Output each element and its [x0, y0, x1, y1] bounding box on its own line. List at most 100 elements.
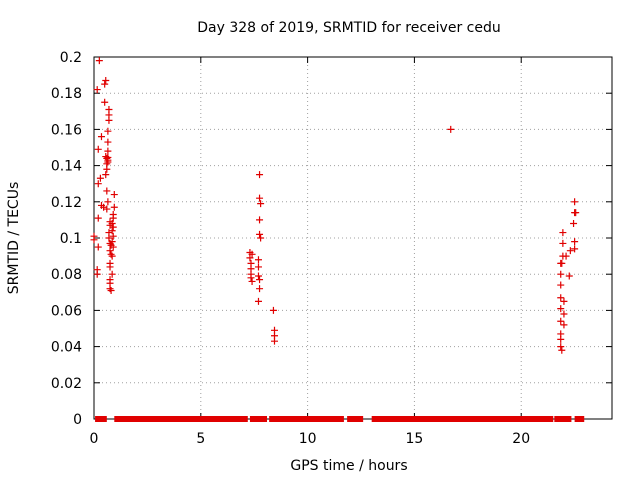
y-tick-label: 0.2 [60, 50, 82, 66]
data-point [106, 285, 114, 293]
y-axis-label: SRMTID / TECUs [6, 182, 22, 295]
data-point [270, 337, 278, 345]
data-point [557, 270, 565, 278]
zero-point-run [269, 416, 344, 422]
data-point [101, 98, 109, 106]
data-point [93, 86, 101, 94]
zero-point-run [554, 416, 572, 422]
x-tick-label: 15 [405, 431, 423, 447]
data-point [105, 105, 113, 113]
data-point [108, 220, 116, 228]
data-point [107, 286, 115, 294]
data-point [558, 346, 566, 354]
data-point [257, 234, 265, 242]
data-point [557, 343, 565, 351]
chart-title: Day 328 of 2019, SRMTID for receiver ced… [197, 20, 500, 36]
y-tick-label: 0.06 [51, 303, 82, 319]
x-tick-label: 0 [90, 431, 99, 447]
data-points [90, 57, 580, 354]
data-point [108, 238, 116, 246]
y-tick-label: 0.14 [51, 159, 82, 175]
data-point [94, 214, 102, 222]
data-point [104, 198, 112, 206]
data-point [94, 145, 102, 153]
y-tick-label: 0.18 [51, 86, 82, 102]
data-point [559, 229, 567, 237]
data-point [97, 133, 105, 141]
data-point [566, 247, 574, 255]
zero-value-run [95, 416, 585, 422]
data-point [108, 270, 116, 278]
data-point [254, 263, 262, 271]
data-point [571, 245, 579, 253]
zero-point-run [95, 416, 106, 422]
data-point [256, 285, 264, 293]
data-point [562, 252, 570, 260]
data-point [557, 281, 565, 289]
data-point [105, 234, 113, 242]
x-tick-label: 5 [196, 431, 205, 447]
data-point [106, 263, 114, 271]
data-point [256, 230, 264, 238]
data-point [558, 259, 566, 267]
y-tick-label: 0.1 [60, 231, 82, 247]
data-point [90, 236, 98, 244]
data-point [257, 200, 265, 208]
data-point [104, 138, 112, 146]
data-point [247, 274, 255, 282]
data-point [559, 239, 567, 247]
zero-point-run [371, 416, 554, 422]
data-point [94, 180, 102, 188]
data-point [107, 250, 115, 258]
data-point [571, 238, 579, 246]
data-point [256, 216, 264, 224]
data-point [109, 214, 117, 222]
data-point [96, 174, 104, 182]
y-tick-label: 0.16 [51, 122, 82, 138]
data-point [565, 272, 573, 280]
x-axis-label: GPS time / hours [290, 458, 407, 474]
data-point [254, 297, 262, 305]
data-point [110, 203, 118, 211]
data-point [254, 256, 262, 264]
zero-point-run [104, 416, 107, 422]
y-tick-label: 0.04 [51, 340, 82, 356]
grid-lines [94, 57, 612, 419]
data-point [103, 187, 111, 195]
data-point [246, 254, 254, 262]
data-point [109, 232, 117, 240]
data-point [557, 317, 565, 325]
y-tick-label: 0.08 [51, 267, 82, 283]
data-point [560, 321, 568, 329]
data-point [256, 276, 264, 284]
data-point [103, 165, 111, 173]
data-point [106, 247, 114, 255]
data-point [248, 250, 256, 258]
y-tick-label: 0.12 [51, 195, 82, 211]
data-point [104, 127, 112, 135]
data-point [108, 227, 116, 235]
y-tick-label: 0 [73, 412, 82, 428]
axis-ticks: 0 0.02 0.04 0.06 0.08 0.1 0.12 0.14 0.16 0.18 0.2 0… [51, 50, 612, 447]
data-point [557, 305, 565, 313]
x-tick-label: 10 [299, 431, 317, 447]
data-point [103, 154, 111, 162]
data-point [93, 270, 101, 278]
data-point [254, 272, 262, 280]
zero-point-run [347, 416, 364, 422]
data-point [102, 171, 110, 179]
zero-point-run [249, 416, 268, 422]
y-tick-label: 0.02 [51, 376, 82, 392]
data-point [256, 171, 264, 179]
x-tick-label: 20 [512, 431, 530, 447]
data-point [101, 80, 109, 88]
data-point [109, 243, 117, 251]
data-point [560, 297, 568, 305]
data-point [560, 310, 568, 318]
data-point [104, 147, 112, 155]
data-point [447, 125, 455, 133]
data-point [571, 198, 579, 206]
data-point [557, 294, 565, 302]
data-point [108, 252, 116, 260]
